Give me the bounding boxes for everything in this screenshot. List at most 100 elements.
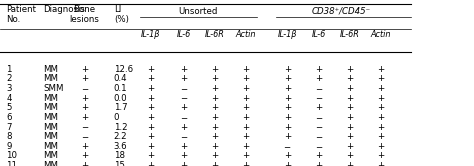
Text: +: +: [346, 132, 353, 141]
Text: +: +: [346, 123, 353, 131]
Text: MM: MM: [44, 123, 59, 131]
Text: +: +: [210, 65, 218, 74]
Text: Unsorted: Unsorted: [178, 7, 218, 16]
Text: +: +: [283, 132, 291, 141]
Text: +: +: [147, 103, 155, 112]
Text: +: +: [242, 113, 249, 122]
Text: +: +: [147, 74, 155, 83]
Text: +: +: [346, 84, 353, 93]
Text: +: +: [147, 65, 155, 74]
Text: 6: 6: [6, 113, 12, 122]
Text: 10: 10: [6, 151, 17, 160]
Text: 9: 9: [6, 142, 11, 151]
Text: Actin: Actin: [235, 30, 256, 39]
Text: −: −: [81, 123, 88, 131]
Text: +: +: [180, 161, 187, 166]
Text: +: +: [242, 84, 249, 93]
Text: −: −: [180, 84, 187, 93]
Text: +: +: [242, 132, 249, 141]
Text: +: +: [242, 103, 249, 112]
Text: +: +: [147, 142, 155, 151]
Text: −: −: [283, 142, 291, 151]
Text: +: +: [346, 142, 353, 151]
Text: +: +: [377, 74, 384, 83]
Text: MM: MM: [44, 113, 59, 122]
Text: −: −: [180, 94, 187, 103]
Text: +: +: [147, 123, 155, 131]
Text: +: +: [283, 65, 291, 74]
Text: Bone
lesions: Bone lesions: [69, 5, 100, 24]
Text: +: +: [180, 74, 187, 83]
Text: Actin: Actin: [370, 30, 391, 39]
Text: +: +: [283, 151, 291, 160]
Text: Diagnosis: Diagnosis: [44, 5, 85, 14]
Text: +: +: [315, 103, 322, 112]
Text: −: −: [315, 123, 322, 131]
Text: MM: MM: [44, 151, 59, 160]
Text: 0.1: 0.1: [114, 84, 128, 93]
Text: LI
(%): LI (%): [114, 5, 128, 24]
Text: +: +: [283, 161, 291, 166]
Text: +: +: [242, 151, 249, 160]
Text: +: +: [242, 74, 249, 83]
Text: +: +: [283, 103, 291, 112]
Text: +: +: [377, 84, 384, 93]
Text: +: +: [377, 142, 384, 151]
Text: +: +: [81, 142, 88, 151]
Text: 18: 18: [114, 151, 125, 160]
Text: +: +: [210, 74, 218, 83]
Text: +: +: [210, 132, 218, 141]
Text: +: +: [377, 132, 384, 141]
Text: +: +: [315, 161, 322, 166]
Text: −: −: [315, 132, 322, 141]
Text: +: +: [81, 74, 88, 83]
Text: 2.2: 2.2: [114, 132, 128, 141]
Text: IL-6R: IL-6R: [339, 30, 359, 39]
Text: +: +: [346, 103, 353, 112]
Text: MM: MM: [44, 65, 59, 74]
Text: +: +: [377, 94, 384, 103]
Text: +: +: [315, 151, 322, 160]
Text: +: +: [81, 103, 88, 112]
Text: 12.6: 12.6: [114, 65, 133, 74]
Text: +: +: [210, 161, 218, 166]
Text: +: +: [147, 132, 155, 141]
Text: −: −: [180, 132, 187, 141]
Text: +: +: [377, 103, 384, 112]
Text: +: +: [315, 65, 322, 74]
Text: −: −: [81, 84, 88, 93]
Text: 0.0: 0.0: [114, 94, 128, 103]
Text: CD38⁺/CD45⁻: CD38⁺/CD45⁻: [312, 7, 371, 16]
Text: 8: 8: [6, 132, 12, 141]
Text: +: +: [147, 94, 155, 103]
Text: −: −: [315, 142, 322, 151]
Text: −: −: [315, 113, 322, 122]
Text: +: +: [210, 123, 218, 131]
Text: MM: MM: [44, 132, 59, 141]
Text: +: +: [377, 65, 384, 74]
Text: 0: 0: [114, 113, 119, 122]
Text: +: +: [81, 65, 88, 74]
Text: +: +: [346, 151, 353, 160]
Text: IL-1β: IL-1β: [141, 30, 160, 39]
Text: MM: MM: [44, 161, 59, 166]
Text: Patient
No.: Patient No.: [6, 5, 36, 24]
Text: +: +: [346, 113, 353, 122]
Text: +: +: [180, 151, 187, 160]
Text: 5: 5: [6, 103, 12, 112]
Text: 2: 2: [6, 74, 12, 83]
Text: +: +: [180, 65, 187, 74]
Text: +: +: [346, 65, 353, 74]
Text: +: +: [242, 65, 249, 74]
Text: +: +: [147, 84, 155, 93]
Text: SMM: SMM: [44, 84, 64, 93]
Text: +: +: [377, 151, 384, 160]
Text: +: +: [346, 74, 353, 83]
Text: IL-6R: IL-6R: [204, 30, 224, 39]
Text: +: +: [210, 84, 218, 93]
Text: +: +: [210, 94, 218, 103]
Text: 1: 1: [6, 65, 12, 74]
Text: +: +: [377, 123, 384, 131]
Text: +: +: [210, 113, 218, 122]
Text: 3: 3: [6, 84, 12, 93]
